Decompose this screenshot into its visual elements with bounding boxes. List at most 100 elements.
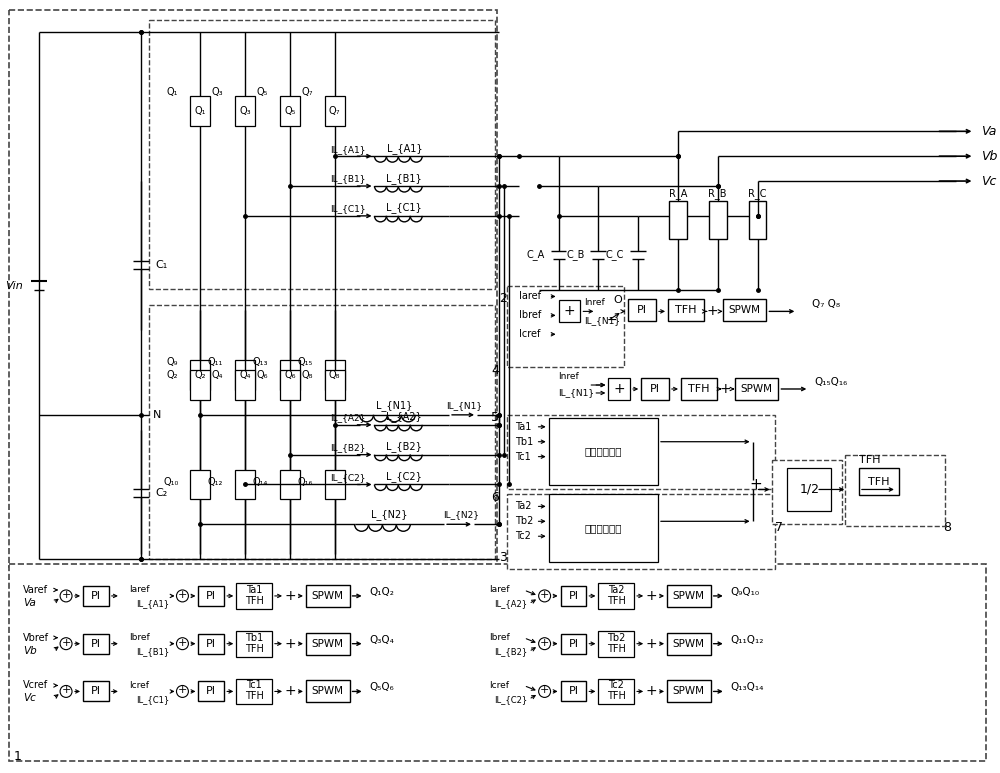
Text: +: + [284, 637, 296, 651]
Text: PI: PI [650, 384, 660, 394]
Text: +: + [61, 638, 71, 648]
Text: Q₉: Q₉ [167, 357, 178, 367]
Bar [749, 201, 766, 239]
Text: L_{B1}: L_{B1} [386, 172, 422, 183]
Bar [667, 585, 711, 607]
Bar [561, 634, 586, 654]
Text: PI: PI [568, 638, 578, 649]
Bar [667, 680, 711, 703]
Text: TFH: TFH [859, 455, 880, 465]
Text: Tb1: Tb1 [245, 633, 263, 642]
Text: Varef: Varef [23, 585, 48, 595]
Text: Q₅Q₆: Q₅Q₆ [370, 683, 394, 693]
Text: SPWM: SPWM [673, 591, 705, 601]
Text: Icref: Icref [129, 681, 149, 690]
Bar [235, 469, 255, 499]
Text: Q₃Q₄: Q₃Q₄ [370, 635, 394, 645]
Text: +: + [284, 684, 296, 699]
Text: Q₁₀: Q₁₀ [163, 476, 178, 486]
Text: Q₇ Q₈: Q₇ Q₈ [812, 299, 840, 309]
Text: Vb: Vb [981, 150, 998, 162]
Bar [236, 679, 272, 704]
Text: L_{N1}: L_{N1} [376, 400, 413, 411]
Text: +: + [178, 686, 187, 696]
Text: Vc: Vc [981, 175, 997, 188]
Text: Tb2: Tb2 [607, 633, 625, 642]
Text: C_B: C_B [566, 249, 584, 261]
Text: Iaref: Iaref [129, 585, 149, 594]
Text: R_C: R_C [748, 189, 767, 199]
Text: TFH: TFH [688, 384, 710, 394]
Bar [198, 586, 224, 606]
Circle shape [539, 638, 551, 649]
Bar [280, 469, 300, 499]
Bar [507, 495, 775, 569]
Text: IL_{B1}: IL_{B1} [330, 175, 365, 183]
Text: R_B: R_B [708, 189, 727, 199]
Text: Ibref: Ibref [489, 633, 510, 642]
Text: +: + [540, 638, 549, 648]
Bar [9, 10, 497, 567]
Text: Q₉Q₁₀: Q₉Q₁₀ [731, 587, 760, 597]
Text: TFH: TFH [245, 596, 264, 606]
Text: +: + [61, 686, 71, 696]
Text: SPWM: SPWM [741, 384, 773, 394]
Text: TFH: TFH [607, 644, 626, 654]
Text: PI: PI [568, 591, 578, 601]
Text: PI: PI [568, 686, 578, 696]
Bar [561, 682, 586, 701]
Text: Q₄: Q₄ [212, 370, 223, 380]
Text: L_{A2}: L_{A2} [386, 411, 422, 422]
Text: Q₁Q₂: Q₁Q₂ [370, 587, 394, 597]
Text: IL_{A1}: IL_{A1} [330, 145, 365, 154]
Text: IL_{N1}: IL_{N1} [446, 401, 482, 410]
Text: PI: PI [206, 686, 216, 696]
Text: Ibref: Ibref [129, 633, 149, 642]
Bar [306, 680, 350, 703]
Text: PI: PI [91, 638, 101, 649]
Bar [559, 301, 580, 322]
Text: IL_{A1}: IL_{A1} [136, 599, 169, 608]
Text: Ta1: Ta1 [246, 585, 262, 595]
Text: SPWM: SPWM [673, 638, 705, 649]
Bar [235, 97, 255, 126]
Text: Q₁: Q₁ [195, 107, 206, 117]
Text: Ta2: Ta2 [515, 502, 531, 512]
Circle shape [60, 590, 72, 602]
Text: Q₁₄: Q₁₄ [253, 476, 268, 486]
Text: Q₇: Q₇ [301, 87, 313, 97]
Text: L_{C1}: L_{C1} [386, 203, 422, 213]
Text: Va: Va [981, 124, 997, 138]
Text: PI: PI [637, 305, 647, 315]
Text: IL_{N2}: IL_{N2} [443, 510, 479, 519]
Text: Q₇: Q₇ [329, 107, 340, 117]
Text: IL_{C1}: IL_{C1} [330, 204, 365, 213]
Text: +: + [613, 382, 625, 396]
Text: Ta2: Ta2 [608, 585, 624, 595]
Text: Q₂: Q₂ [195, 370, 206, 380]
Text: +: + [178, 590, 187, 600]
Bar [859, 468, 899, 495]
Text: IL_{C1}: IL_{C1} [136, 695, 169, 704]
Bar [83, 634, 109, 654]
Text: Vin: Vin [6, 281, 23, 291]
Bar [325, 97, 345, 126]
Bar [149, 305, 495, 559]
Text: SPWM: SPWM [729, 305, 761, 315]
Text: Tb2: Tb2 [515, 516, 533, 526]
Text: SPWM: SPWM [312, 686, 344, 696]
Text: Tb1: Tb1 [515, 437, 533, 447]
Text: IL_{A2}: IL_{A2} [494, 599, 527, 608]
Text: 6: 6 [491, 491, 499, 504]
Text: C₁: C₁ [156, 260, 168, 270]
Text: Q₁₂: Q₁₂ [208, 476, 223, 486]
Bar [681, 378, 717, 400]
Text: L_{C2}: L_{C2} [386, 471, 422, 482]
Text: PI: PI [91, 591, 101, 601]
Text: TFH: TFH [675, 305, 697, 315]
Bar [280, 370, 300, 400]
Text: Q₆: Q₆ [257, 370, 268, 380]
Text: Ta1: Ta1 [515, 422, 531, 432]
Text: O: O [614, 295, 623, 305]
Text: Vb: Vb [23, 645, 37, 656]
